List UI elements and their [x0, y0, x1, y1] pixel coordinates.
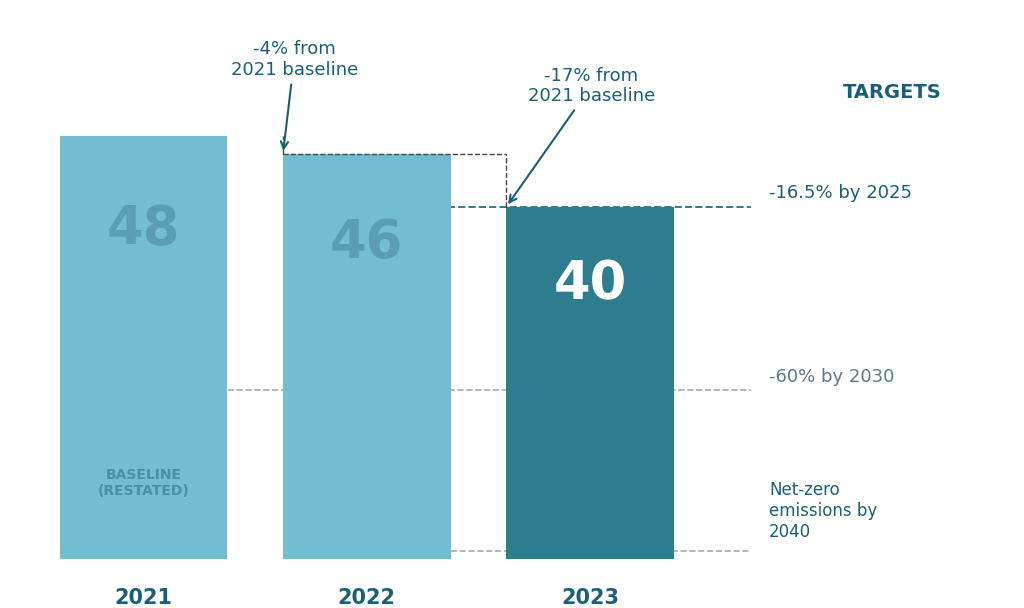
- Bar: [59, 136, 227, 559]
- Text: 2022: 2022: [338, 587, 396, 607]
- Text: -60% by 2030: -60% by 2030: [769, 368, 894, 386]
- Text: BASELINE
(RESTATED): BASELINE (RESTATED): [97, 468, 189, 499]
- Text: 40: 40: [554, 258, 627, 310]
- Bar: [283, 154, 451, 559]
- Text: 46: 46: [330, 217, 403, 269]
- Text: 2023: 2023: [561, 587, 620, 607]
- Text: Net-zero
emissions by
2040: Net-zero emissions by 2040: [769, 481, 878, 541]
- Text: -16.5% by 2025: -16.5% by 2025: [769, 184, 912, 202]
- Text: TARGETS: TARGETS: [843, 83, 941, 102]
- Text: 48: 48: [106, 203, 180, 255]
- Bar: [507, 207, 674, 559]
- Text: 2021: 2021: [115, 587, 172, 607]
- Text: -17% from
2021 baseline: -17% from 2021 baseline: [509, 66, 655, 202]
- Text: -4% from
2021 baseline: -4% from 2021 baseline: [230, 40, 357, 149]
